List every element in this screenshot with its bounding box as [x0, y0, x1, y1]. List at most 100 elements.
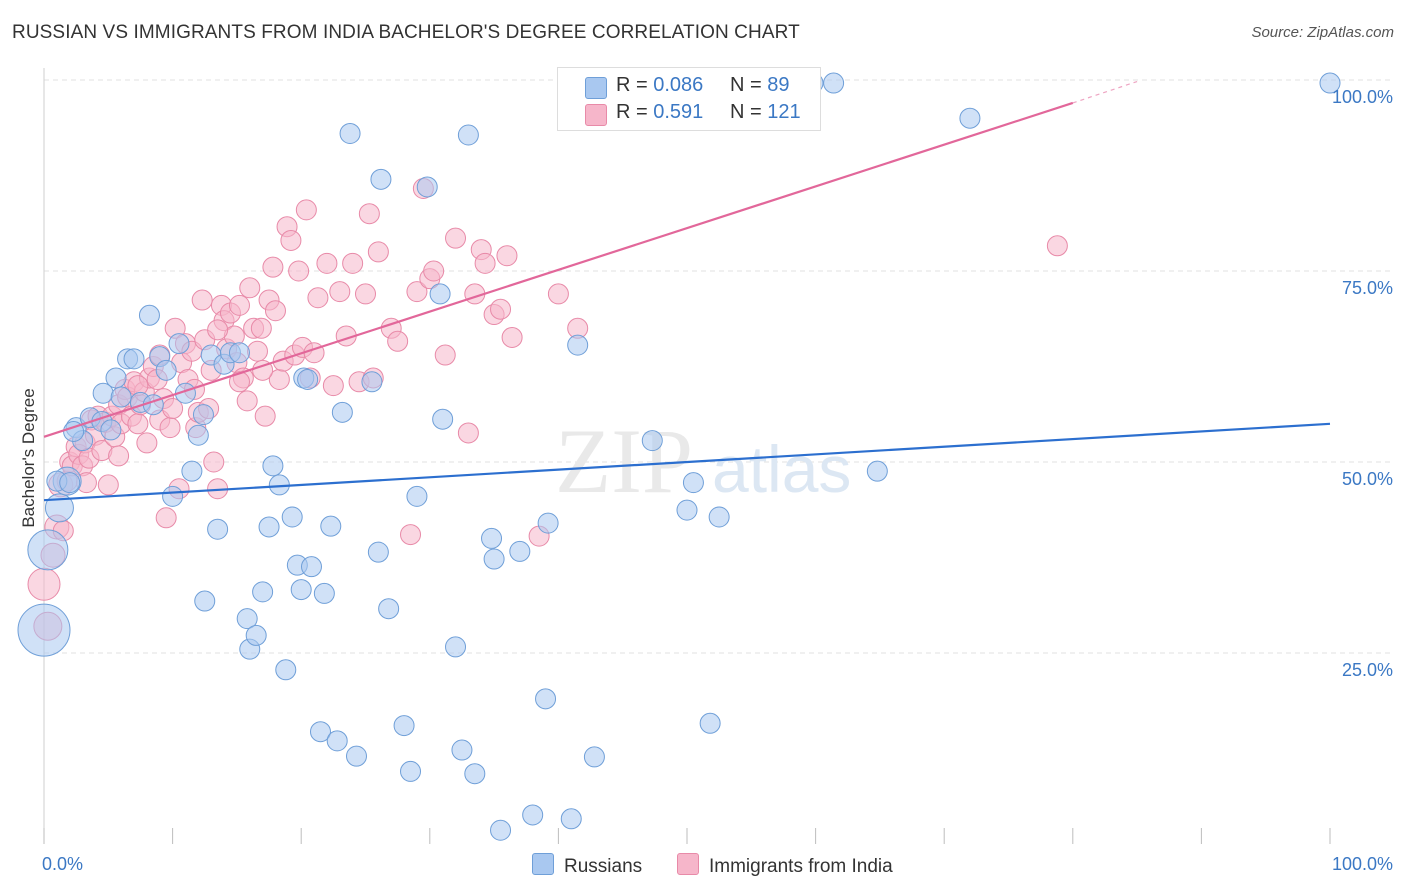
- russian-point: [535, 688, 557, 710]
- india-point: [367, 241, 389, 263]
- india-point: [159, 417, 181, 439]
- russian-point: [708, 506, 730, 528]
- legend-r-label: R =: [616, 74, 654, 96]
- russian-point: [123, 348, 145, 370]
- russian-point: [155, 359, 177, 381]
- india-point: [136, 432, 158, 454]
- india-point: [264, 300, 286, 322]
- tick-labels: 25.0% 50.0% 75.0% 100.0% 0.0% 100.0%: [42, 87, 1393, 874]
- russian-point: [339, 122, 361, 144]
- russian-point: [445, 636, 467, 658]
- russian-point: [522, 804, 544, 826]
- legend-n-value: 121: [767, 101, 801, 123]
- india-point: [316, 252, 338, 274]
- russian-point: [100, 419, 122, 441]
- india-point: [501, 326, 523, 348]
- russian-point: [187, 424, 209, 446]
- india-point: [355, 283, 376, 305]
- russian-point: [138, 304, 160, 326]
- russian-point: [567, 334, 589, 356]
- india-point: [329, 281, 351, 303]
- russian-point: [331, 401, 353, 423]
- india-trend-extension: [1072, 80, 1138, 104]
- india-point: [434, 344, 456, 366]
- y-tick-label: 100.0%: [1332, 87, 1393, 107]
- india-point: [191, 289, 213, 311]
- india-point: [423, 260, 445, 282]
- russian-point: [281, 506, 303, 528]
- russian-point: [326, 730, 348, 752]
- watermark-atlas: atlas: [712, 432, 851, 506]
- y-tick-label: 75.0%: [1342, 278, 1393, 298]
- russian-point: [17, 603, 71, 657]
- russian-point: [181, 460, 203, 482]
- russian-point: [560, 808, 582, 830]
- russian-point: [699, 712, 721, 734]
- y-tick-label: 25.0%: [1342, 660, 1393, 680]
- russian-point: [367, 541, 389, 563]
- russian-point: [537, 512, 559, 534]
- india-point: [108, 445, 130, 467]
- russian-point: [44, 493, 74, 523]
- india-point: [387, 330, 409, 352]
- watermark-zip: ZIP: [555, 410, 693, 512]
- russian-point: [59, 472, 81, 494]
- correlation-legend: R = 0.086 N = 89 R = 0.591 N = 121: [557, 67, 821, 131]
- india-point: [27, 567, 61, 601]
- russian-point: [236, 608, 258, 630]
- india-point: [254, 405, 276, 427]
- legend-r-label: R =: [616, 101, 654, 123]
- russian-point: [682, 472, 704, 494]
- india-point: [262, 256, 284, 278]
- india-trend-line: [43, 101, 1074, 438]
- india-point: [496, 245, 518, 267]
- russian-point: [262, 455, 284, 477]
- russian-point: [309, 721, 331, 743]
- russian-point: [297, 368, 319, 390]
- russian-point: [490, 819, 512, 841]
- russian-point: [483, 548, 505, 570]
- x-tick-label: 0.0%: [42, 854, 83, 874]
- legend-r-value: 0.591: [653, 101, 704, 123]
- russian-point: [432, 408, 454, 430]
- russian-point: [105, 367, 127, 389]
- russian-point: [207, 518, 229, 540]
- legend-swatch-russians: [532, 853, 554, 875]
- legend-label-russians: Russians: [564, 856, 643, 877]
- russian-point: [320, 515, 342, 537]
- legend-r-value: 0.086: [653, 74, 704, 96]
- russian-point: [361, 371, 383, 393]
- russian-point: [290, 579, 312, 601]
- russian-point: [823, 72, 845, 94]
- legend-n-value: 89: [767, 74, 790, 96]
- india-point: [358, 203, 380, 225]
- india-point: [250, 317, 272, 339]
- india-point: [228, 294, 250, 316]
- trend-lines: [43, 80, 1331, 502]
- india-point: [207, 319, 229, 341]
- russian-point: [345, 745, 367, 767]
- russian-points: [17, 72, 1341, 841]
- russians-trend-line: [43, 422, 1331, 502]
- russian-point: [400, 760, 422, 782]
- russian-point: [110, 386, 132, 408]
- legend-n-label: N =: [730, 74, 768, 96]
- legend-item-india[interactable]: Immigrants from India: [677, 853, 893, 878]
- india-point: [547, 283, 569, 305]
- legend-swatch-india: [677, 853, 699, 875]
- y-axis-label: Bachelor's Degree: [19, 388, 38, 527]
- legend-item-russians[interactable]: Russians: [532, 853, 642, 878]
- y-tick-label: 50.0%: [1342, 469, 1393, 489]
- india-point: [474, 252, 496, 274]
- india-point: [280, 229, 302, 251]
- russian-point: [406, 485, 428, 507]
- legend-swatch-pink: [585, 104, 607, 126]
- india-point: [155, 507, 177, 529]
- india-point: [1046, 235, 1068, 257]
- russian-point: [192, 404, 214, 426]
- series-legend: Russians Immigrants from India: [0, 850, 1406, 880]
- russian-point: [313, 582, 335, 604]
- india-point: [295, 199, 317, 221]
- india-point: [127, 413, 149, 435]
